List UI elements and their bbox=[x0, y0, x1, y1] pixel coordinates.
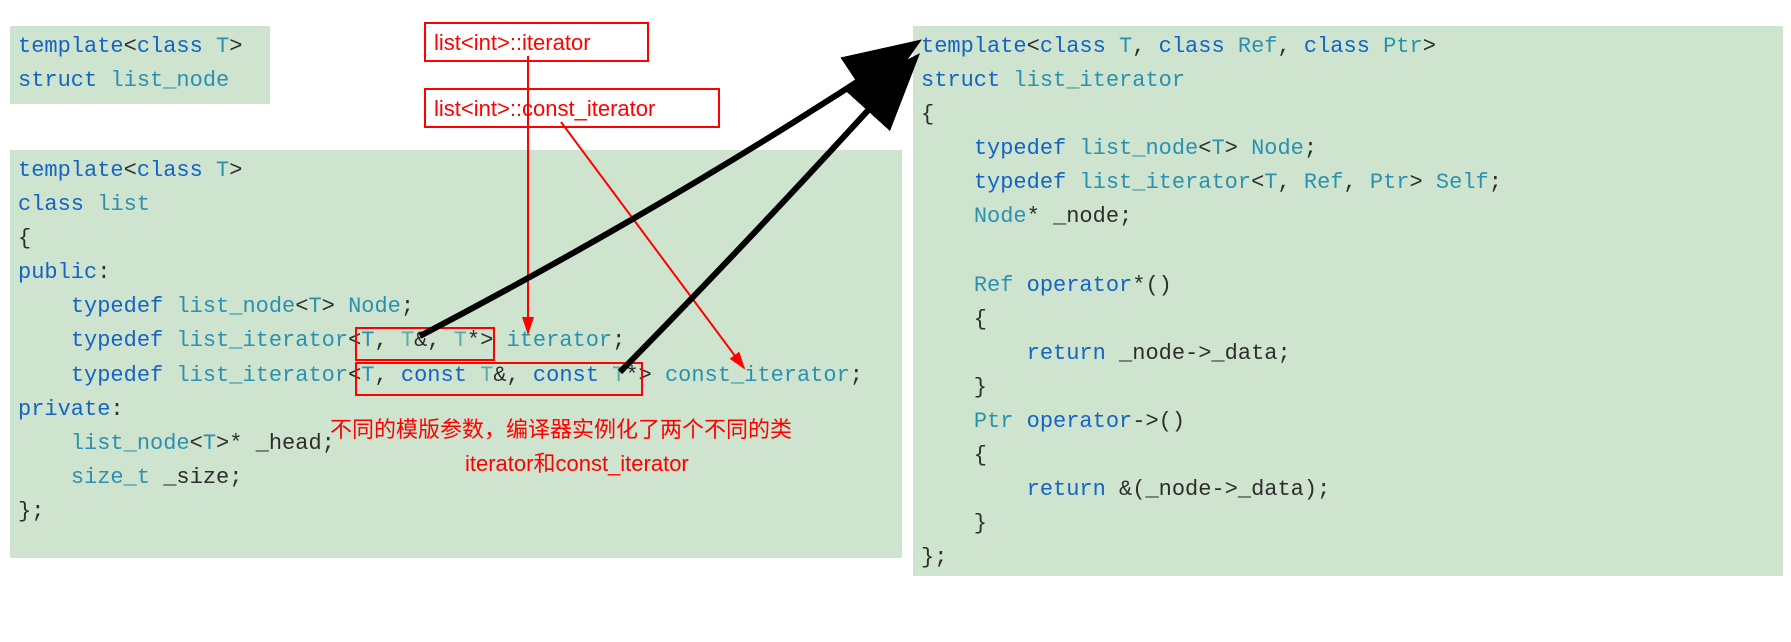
annotation-note-line2: iterator和const_iterator bbox=[465, 447, 689, 481]
callout-iterator-label: list<int>::iterator bbox=[424, 22, 649, 62]
annotation-note-line1: 不同的模版参数，编译器实例化了两个不同的类 bbox=[330, 413, 792, 447]
callout-text: list<int>::const_iterator bbox=[434, 96, 655, 121]
code-block-list-node: template<class T> struct list_node bbox=[10, 26, 270, 104]
callout-const-iterator-label: list<int>::const_iterator bbox=[424, 88, 720, 128]
code-block-list: template<class T> class list { public: t… bbox=[10, 150, 902, 558]
code-block-list-iterator: template<class T, class Ref, class Ptr> … bbox=[913, 26, 1783, 576]
callout-text: list<int>::iterator bbox=[434, 30, 591, 55]
